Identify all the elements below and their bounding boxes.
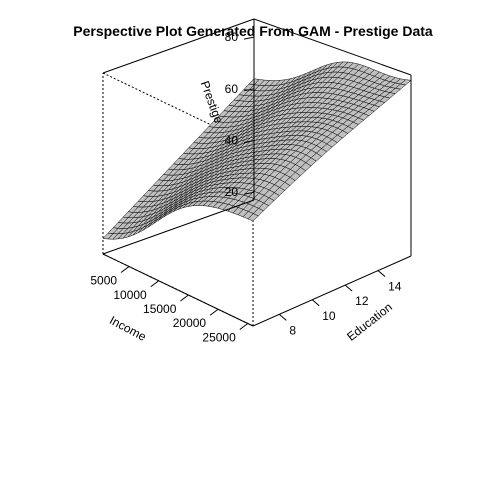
x-tick-mark xyxy=(239,323,249,330)
box-edge-bottom-front xyxy=(102,253,254,327)
chart-title: Perspective Plot Generated From GAM - Pr… xyxy=(73,23,433,39)
z-axis-label: Prestige xyxy=(198,79,226,125)
y-tick-label: 14 xyxy=(388,280,402,294)
y-tick-label: 8 xyxy=(289,323,296,337)
box-edge-top-right xyxy=(253,18,412,76)
y-tick-mark xyxy=(311,299,320,307)
surface-facet xyxy=(247,213,259,222)
z-tick-mark xyxy=(243,36,255,40)
z-tick-label: 40 xyxy=(225,134,239,148)
z-tick-label: 60 xyxy=(225,82,239,96)
x-tick-label: 5000 xyxy=(90,274,117,288)
x-tick-label: 25000 xyxy=(202,330,236,344)
x-tick-label: 10000 xyxy=(113,288,147,302)
y-tick-label: 10 xyxy=(322,309,336,323)
y-tick-mark xyxy=(344,284,353,292)
box-edge-top-left xyxy=(102,18,255,74)
y-axis-label: Education xyxy=(344,300,395,344)
x-tick-mark xyxy=(150,280,160,288)
z-tick-mark xyxy=(243,140,255,144)
x-tick-label: 20000 xyxy=(173,316,207,330)
y-tick-label: 12 xyxy=(355,294,369,308)
x-tick-mark xyxy=(120,266,130,273)
z-tick-mark xyxy=(243,88,255,92)
x-tick-label: 15000 xyxy=(143,302,177,316)
y-tick-mark xyxy=(377,270,386,277)
z-tick-mark xyxy=(243,191,255,195)
x-tick-mark xyxy=(209,308,219,316)
surface-mesh xyxy=(102,61,412,240)
box-edge-bottom-left xyxy=(102,199,255,255)
x-axis-label: Income xyxy=(107,313,149,344)
x-tick-mark xyxy=(180,294,189,302)
z-tick-label: 80 xyxy=(225,30,239,44)
z-tick-label: 20 xyxy=(225,185,239,199)
y-tick-mark xyxy=(279,313,287,321)
